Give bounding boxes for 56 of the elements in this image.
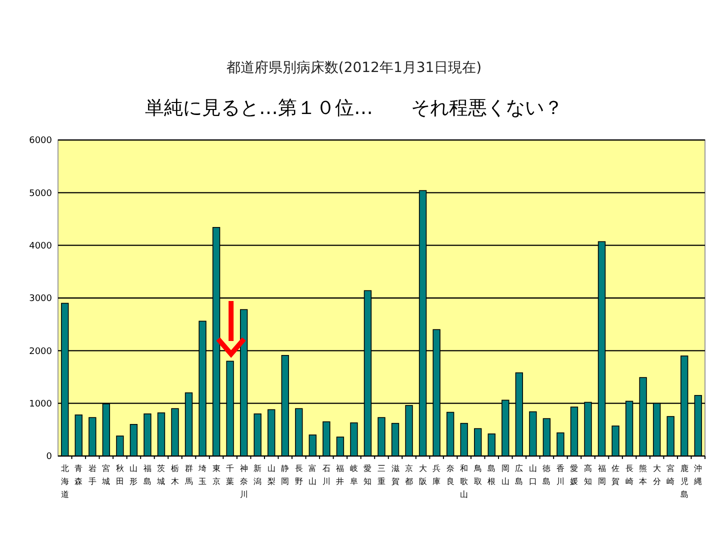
x-tick-label: 山口 [528, 464, 537, 486]
x-tick-label: 香川 [556, 464, 564, 486]
x-tick-label: 鳥取 [472, 464, 482, 486]
x-tick-label: 栃木 [171, 464, 180, 486]
y-tick-label: 2000 [29, 346, 52, 357]
x-tick-label: 三重 [378, 464, 386, 486]
x-tick-label: 宮崎 [666, 464, 675, 486]
chart-subtitle: 単純に見ると…第１０位… それ程悪くない？ [145, 97, 563, 119]
x-tick-label: 大阪 [418, 464, 427, 486]
x-tick-label: 滋賀 [391, 464, 400, 486]
x-tick-label: 沖縄 [693, 464, 702, 486]
x-tick-label: 福井 [336, 464, 344, 486]
x-tick-label: 埼玉 [198, 464, 207, 486]
x-tick-label: 愛知 [364, 464, 372, 486]
x-tick-label: 山形 [130, 464, 138, 486]
y-tick-label: 0 [46, 452, 52, 462]
x-tick-label: 徳島 [542, 464, 551, 486]
y-tick-label: 6000 [29, 136, 52, 146]
x-tick-label: 佐賀 [612, 464, 620, 486]
x-tick-label: 京都 [405, 464, 414, 486]
x-tick-label: 富山 [308, 464, 317, 486]
x-tick-label: 秋田 [116, 464, 124, 486]
x-tick-label: 和歌山 [460, 464, 468, 499]
x-tick-label: 熊本 [639, 464, 648, 486]
x-tick-label: 新潟 [254, 464, 262, 486]
x-tick-label: 静岡 [281, 464, 290, 486]
x-tick-label: 神奈川 [240, 464, 248, 499]
x-tick-label: 高知 [584, 464, 592, 486]
x-tick-label: 宮城 [101, 464, 110, 486]
x-tick-label: 岩手 [88, 464, 96, 486]
y-tick-label: 4000 [29, 241, 52, 252]
x-tick-label: 奈良 [446, 464, 454, 486]
x-tick-label: 群馬 [184, 464, 193, 486]
chart-title: 都道府県別病床数(2012年1月31日現在) [226, 60, 482, 76]
x-tick-label: 東京 [212, 464, 220, 486]
y-tick-label: 5000 [29, 188, 52, 199]
y-tick-label: 1000 [29, 399, 52, 410]
x-tick-label: 鹿児島 [680, 464, 688, 499]
x-tick-label: 山梨 [267, 464, 276, 486]
x-tick-label: 愛媛 [570, 464, 578, 486]
x-tick-label: 茨城 [156, 464, 166, 486]
x-tick-label: 広島 [515, 464, 524, 486]
x-tick-label: 長崎 [625, 464, 634, 486]
x-tick-label: 石川 [322, 464, 330, 486]
x-tick-label: 福島 [143, 464, 152, 486]
x-tick-label: 岡山 [501, 464, 510, 486]
x-tick-label: 青森 [74, 464, 83, 486]
x-tick-label: 大分 [652, 464, 661, 486]
x-tick-label: 千葉 [226, 464, 234, 486]
x-tick-label: 岐阜 [350, 464, 358, 486]
x-tick-label: 島根 [488, 464, 496, 486]
x-tick-label: 兵庫 [432, 464, 441, 486]
x-tick-label: 北海道 [60, 464, 69, 499]
x-tick-label: 福岡 [598, 464, 606, 486]
y-tick-label: 3000 [29, 294, 52, 304]
x-tick-label: 長野 [294, 464, 303, 486]
